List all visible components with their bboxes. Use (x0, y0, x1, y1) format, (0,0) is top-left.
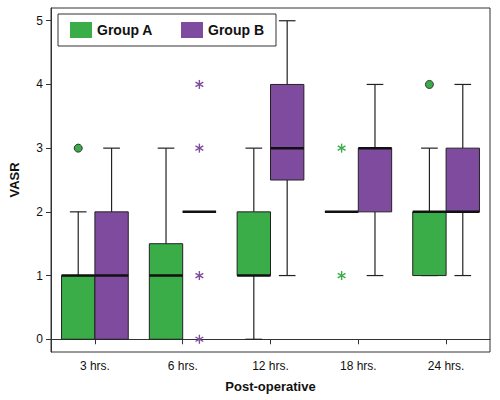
svg-text:18 hrs.: 18 hrs. (340, 359, 377, 373)
svg-text:5: 5 (36, 14, 43, 28)
svg-text:Post-operative: Post-operative (225, 379, 315, 394)
svg-text:6 hrs.: 6 hrs. (168, 359, 198, 373)
svg-text:24 hrs.: 24 hrs. (428, 359, 465, 373)
svg-text:2: 2 (36, 205, 43, 219)
svg-text:0: 0 (36, 332, 43, 346)
svg-text:VASR: VASR (7, 162, 22, 198)
svg-text:3: 3 (36, 141, 43, 155)
svg-text:12 hrs.: 12 hrs. (252, 359, 289, 373)
svg-text:Group A: Group A (97, 22, 152, 38)
svg-text:4: 4 (36, 77, 43, 91)
svg-text:Group B: Group B (208, 22, 264, 38)
svg-text:1: 1 (36, 269, 43, 283)
svg-text:3 hrs.: 3 hrs. (80, 359, 110, 373)
